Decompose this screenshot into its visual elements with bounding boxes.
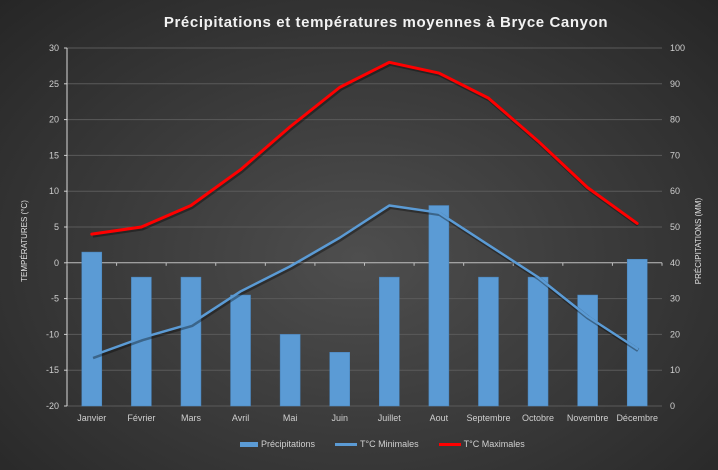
y2-tick-label: 100 [670, 43, 685, 53]
y-axis-title: TEMPÉRATURES (°C) [20, 200, 29, 282]
legend-swatch-line [438, 442, 461, 446]
x-tick-label: Juin [331, 413, 348, 423]
x-tick-label: Avril [232, 413, 249, 423]
bar-precipitations [379, 276, 400, 407]
y2-tick-label: 30 [670, 294, 680, 304]
legend-item-precipitations: Précipitations [240, 439, 315, 449]
y-tick-label: 10 [49, 186, 59, 196]
y-tick-label: 15 [49, 150, 59, 160]
line-shadow [92, 61, 640, 238]
y-tick-label: 20 [49, 115, 59, 125]
bar-precipitations [527, 276, 549, 407]
legend-swatch-line [335, 442, 358, 446]
legend-item-tmax: T°C Maximales [438, 439, 525, 449]
x-tick-label: Janvier [77, 413, 106, 423]
x-tick-label: Février [127, 413, 155, 423]
y2-tick-label: 40 [670, 258, 680, 268]
bar-precipitations [279, 334, 301, 407]
legend-item-tmin: T°C Minimales [335, 439, 419, 449]
chart-title: Précipitations et températures moyennes … [163, 14, 609, 31]
bar-precipitations [428, 205, 450, 407]
x-tick-label: Octobre [522, 413, 554, 423]
legend-label: Précipitations [261, 439, 316, 449]
bar-precipitations [329, 352, 350, 407]
legend-swatch-bar [240, 441, 258, 447]
y-tick-label: -20 [46, 401, 59, 411]
legend-label: T°C Minimales [360, 439, 419, 449]
line-tmax [90, 60, 639, 236]
y-tick-label: 0 [54, 258, 59, 268]
y-tick-label: -5 [51, 294, 59, 304]
legend-label: T°C Maximales [463, 439, 525, 449]
y2-tick-label: 90 [670, 79, 680, 89]
y2-tick-label: 70 [670, 150, 680, 160]
y2-tick-label: 10 [670, 365, 680, 375]
bar-precipitations [180, 276, 202, 407]
x-tick-label: Mai [283, 413, 298, 423]
bar-precipitations [577, 294, 598, 407]
line-tmin [90, 204, 639, 358]
y2-tick-label: 20 [670, 329, 680, 339]
y2-tick-label: 80 [670, 115, 680, 125]
x-tick-label: Aout [430, 413, 449, 423]
y2-axis-title: PRÉCIPITATIONS (MM) [694, 197, 703, 284]
bar-precipitations [626, 258, 648, 407]
chart-legend: Précipitations T°C Minimales T°C Maximal… [240, 439, 525, 449]
y-tick-label: 5 [54, 222, 59, 232]
y-tick-label: 30 [49, 43, 59, 53]
x-tick-label: Décembre [616, 413, 658, 423]
bar-precipitations [478, 276, 499, 407]
y-tick-label: -15 [46, 365, 59, 375]
y-tick-label: -10 [46, 329, 59, 339]
x-tick-label: Juillet [378, 413, 402, 423]
y2-tick-label: 50 [670, 222, 680, 232]
x-tick-label: Novembre [567, 413, 609, 423]
y2-tick-label: 0 [670, 401, 675, 411]
bar-precipitations [230, 294, 251, 407]
y-tick-label: 25 [49, 79, 59, 89]
y2-tick-label: 60 [670, 186, 680, 196]
x-tick-label: Septembre [466, 413, 510, 423]
bar-precipitations [81, 251, 103, 407]
x-tick-label: Mars [181, 413, 201, 423]
